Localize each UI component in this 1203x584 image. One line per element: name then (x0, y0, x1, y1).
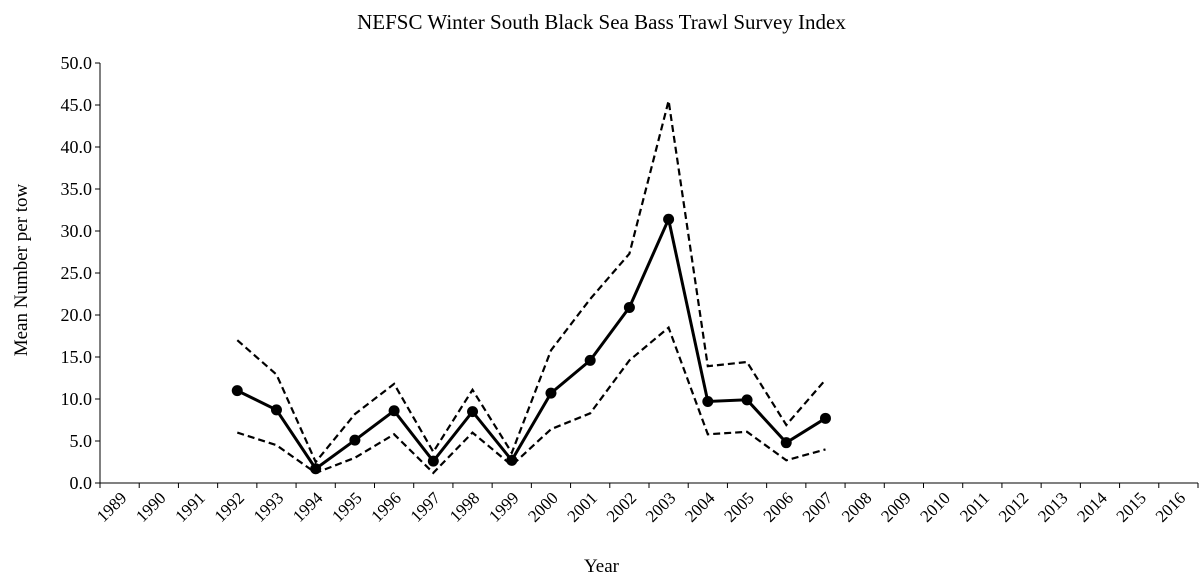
data-point (819, 412, 831, 424)
axes: 0.0 5.0 10.0 15.0 20.0 25.0 30.0 35.0 40.0 45.0 50… (61, 53, 1199, 526)
x-tick-label: 2005 (720, 488, 757, 525)
x-tick-label: 2010 (916, 488, 953, 525)
y-tick-label: 45.0 (61, 95, 93, 115)
y-tick-label: 30.0 (61, 221, 93, 241)
x-tick-label: 1989 (93, 488, 130, 525)
y-tick-label: 15.0 (61, 347, 93, 367)
data-point (702, 396, 714, 408)
x-tick-label: 2000 (524, 488, 561, 525)
data-point (780, 437, 792, 449)
x-tick-label: 2016 (1152, 488, 1189, 525)
x-tick-label: 1992 (211, 488, 248, 525)
x-tick-label: 1998 (446, 488, 483, 525)
x-tick-label: 2013 (1034, 488, 1071, 525)
data-point (349, 434, 361, 446)
x-tick-label: 1996 (367, 488, 404, 525)
x-tick-label: 1994 (289, 488, 327, 526)
series-line-lower-dashed (236, 325, 826, 475)
x-tick-label: 2001 (564, 488, 601, 525)
data-point (427, 455, 439, 467)
x-tick-label: 2009 (877, 488, 914, 525)
x-tick-label: 2002 (603, 488, 640, 525)
data-point (545, 387, 557, 399)
chart-title: NEFSC Winter South Black Sea Bass Trawl … (357, 10, 846, 34)
x-tick-label: 1995 (328, 488, 365, 525)
data-point (623, 301, 635, 313)
x-tick-label: 2014 (1073, 488, 1111, 526)
data-point (467, 406, 479, 418)
x-axis-label: Year (583, 556, 619, 577)
data-point (388, 405, 400, 417)
series-line-main (236, 214, 827, 471)
x-tick-label: 1991 (171, 488, 208, 525)
y-tick-label: 10.0 (61, 389, 93, 409)
y-tick-label: 0.0 (70, 473, 93, 493)
x-tick-label: 2006 (760, 488, 797, 525)
x-tick-label: 2003 (642, 488, 679, 525)
x-tick-label: 2008 (838, 488, 875, 525)
data-point (741, 394, 753, 406)
data-point (506, 454, 518, 466)
x-tick-label: 1993 (250, 488, 287, 525)
x-tick-label: 2015 (1113, 488, 1150, 525)
y-tick-label: 25.0 (61, 263, 93, 283)
x-tick-label: 1997 (407, 488, 445, 526)
x-tick-label: 2004 (681, 488, 719, 526)
x-tick-label: 1990 (132, 488, 169, 525)
y-tick-label: 35.0 (61, 179, 93, 199)
y-tick-label: 5.0 (70, 431, 93, 451)
x-tick-label: 1999 (485, 488, 522, 525)
x-tick-label: 2011 (956, 488, 993, 525)
y-tick-label: 40.0 (61, 137, 93, 157)
y-tick-label: 50.0 (61, 53, 93, 73)
x-tick-label: 2007 (799, 488, 837, 526)
y-tick-label: 20.0 (61, 305, 93, 325)
data-point (231, 385, 243, 397)
series-layer (231, 100, 831, 475)
data-point (584, 354, 596, 366)
data-point (663, 213, 675, 225)
series-line-upper-dashed (236, 100, 827, 465)
x-tick-label: 2012 (995, 488, 1032, 525)
data-point (270, 404, 282, 416)
